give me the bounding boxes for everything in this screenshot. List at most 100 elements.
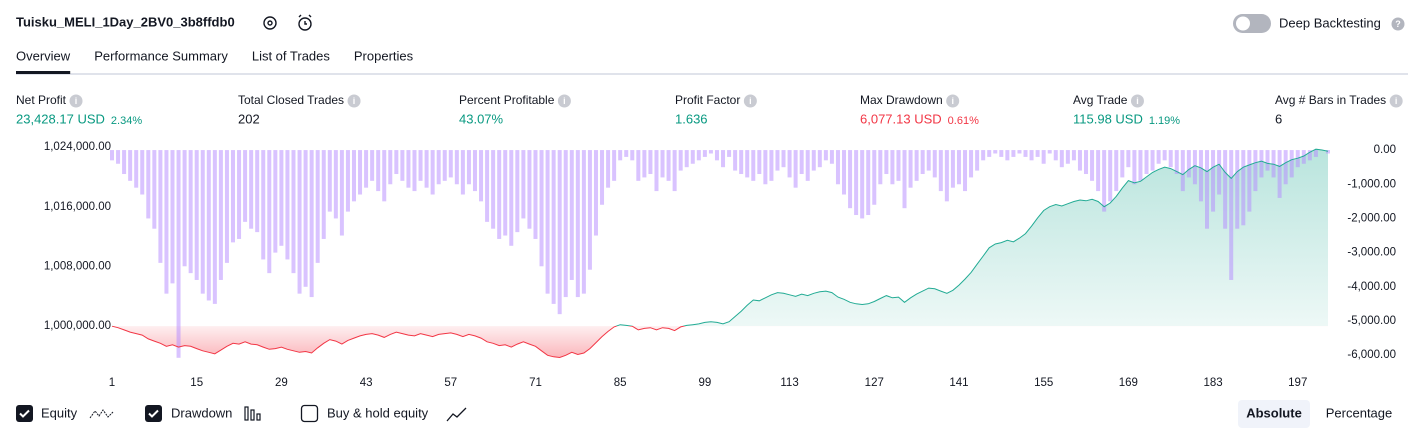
buyhold-checkbox[interactable] <box>300 404 319 423</box>
drawdown-bar <box>309 150 314 298</box>
drawdown-bar <box>727 150 732 157</box>
drawdown-bar <box>999 150 1004 157</box>
drawdown-bar <box>333 150 338 219</box>
svg-text:?: ? <box>1395 19 1401 29</box>
drawdown-bar <box>466 150 471 185</box>
drawdown-bar <box>303 150 308 287</box>
drawdown-bar <box>1144 150 1149 175</box>
drawdown-bar <box>1223 150 1228 229</box>
drawdown-bar <box>612 150 617 181</box>
drawdown-bar <box>842 150 847 195</box>
active-mode-bg <box>1238 400 1310 428</box>
x-tick-label: 127 <box>865 377 884 389</box>
drawdown-bar <box>1059 150 1064 168</box>
tab[interactable]: Properties <box>354 48 414 63</box>
drawdown-bar <box>1053 150 1058 161</box>
drawdown-bar <box>140 150 145 195</box>
metric-label: Max Drawdown <box>860 93 943 107</box>
drawdown-bar <box>261 150 266 260</box>
drawdown-bar <box>158 150 163 263</box>
alert-icon[interactable] <box>298 14 312 31</box>
drawdown-bar <box>176 150 181 358</box>
drawdown-bar <box>454 150 459 185</box>
drawdown-bar <box>321 150 326 239</box>
drawdown-bar <box>1096 150 1101 192</box>
drawdown-bar <box>787 150 792 178</box>
drawdown-bar <box>569 150 574 280</box>
tab[interactable]: List of Trades <box>252 48 331 63</box>
info-icon[interactable] <box>1130 94 1144 108</box>
drawdown-bar <box>182 150 187 267</box>
drawdown-bar <box>206 150 211 301</box>
drawdown-bar <box>981 150 986 161</box>
drawdown-bar <box>920 150 925 175</box>
settings-icon[interactable] <box>263 16 277 30</box>
drawdown-checkbox[interactable] <box>145 405 162 422</box>
drawdown-bar <box>1077 150 1082 171</box>
drawdown-bar <box>1023 150 1028 157</box>
drawdown-bar <box>902 150 907 209</box>
drawdown-bar <box>533 150 538 239</box>
drawdown-bar <box>739 150 744 175</box>
tab[interactable]: Overview <box>16 48 71 63</box>
metric-pct: 2.34% <box>111 115 142 127</box>
drawdown-bar <box>351 150 356 202</box>
drawdown-bar <box>654 150 659 192</box>
drawdown-bar <box>376 150 381 192</box>
view-mode-button[interactable]: Percentage <box>1326 405 1393 420</box>
drawdown-bar <box>116 150 121 164</box>
drawdown-bar <box>224 150 229 263</box>
info-icon[interactable] <box>557 94 571 108</box>
x-tick-label: 141 <box>949 377 968 389</box>
drawdown-bar <box>485 150 490 222</box>
drawdown-bar <box>1108 150 1113 202</box>
drawdown-bar <box>1307 150 1312 161</box>
drawdown-bar <box>255 150 260 233</box>
drawdown-bar <box>757 150 762 175</box>
drawdown-bar <box>624 150 629 157</box>
drawdown-bar <box>472 150 477 192</box>
drawdown-bar <box>775 150 780 171</box>
drawdown-bar <box>721 150 726 168</box>
drawdown-bar <box>860 150 865 219</box>
info-icon[interactable] <box>69 94 83 108</box>
deep-backtesting-toggle[interactable] <box>1233 14 1271 33</box>
drawdown-bar <box>315 150 320 263</box>
drawdown-bar <box>751 150 756 181</box>
drawdown-bar <box>987 150 992 157</box>
drawdown-bar <box>339 150 344 236</box>
legend-label: Drawdown <box>171 405 232 420</box>
drawdown-bar <box>479 150 484 202</box>
drawdown-bar <box>557 150 562 315</box>
info-icon[interactable] <box>946 94 960 108</box>
drawdown-bar <box>200 150 205 294</box>
drawdown-bar <box>872 150 877 205</box>
drawdown-bar <box>152 150 157 229</box>
metric-value: 1.636 <box>675 111 708 126</box>
equity-checkbox[interactable] <box>16 405 33 422</box>
info-icon[interactable] <box>1389 94 1403 108</box>
drawdown-bar <box>128 150 133 181</box>
drawdown-bar <box>400 150 405 181</box>
drawdown-bar <box>1174 150 1179 175</box>
x-tick-label: 155 <box>1034 377 1053 389</box>
metric-value: 6 <box>1275 111 1282 126</box>
metric-pct: 1.19% <box>1149 115 1180 127</box>
drawdown-bar <box>497 150 502 239</box>
tab[interactable]: Performance Summary <box>94 48 228 63</box>
drawdown-bar <box>1283 150 1288 185</box>
drawdown-bar <box>1102 150 1107 212</box>
info-icon[interactable] <box>347 94 361 108</box>
y-tick-label: 1,016,000.00 <box>44 201 111 213</box>
drawdown-bar <box>460 150 465 195</box>
drawdown-bar <box>388 150 393 185</box>
y2-tick-label: -5,000.00 <box>1347 315 1396 327</box>
drawdown-bar <box>690 150 695 164</box>
view-mode-button[interactable]: Absolute <box>1246 405 1302 420</box>
info-icon[interactable] <box>743 94 757 108</box>
drawdown-bar <box>1235 150 1240 229</box>
help-icon[interactable]: ? <box>1391 17 1405 31</box>
drawdown-bar <box>545 150 550 294</box>
